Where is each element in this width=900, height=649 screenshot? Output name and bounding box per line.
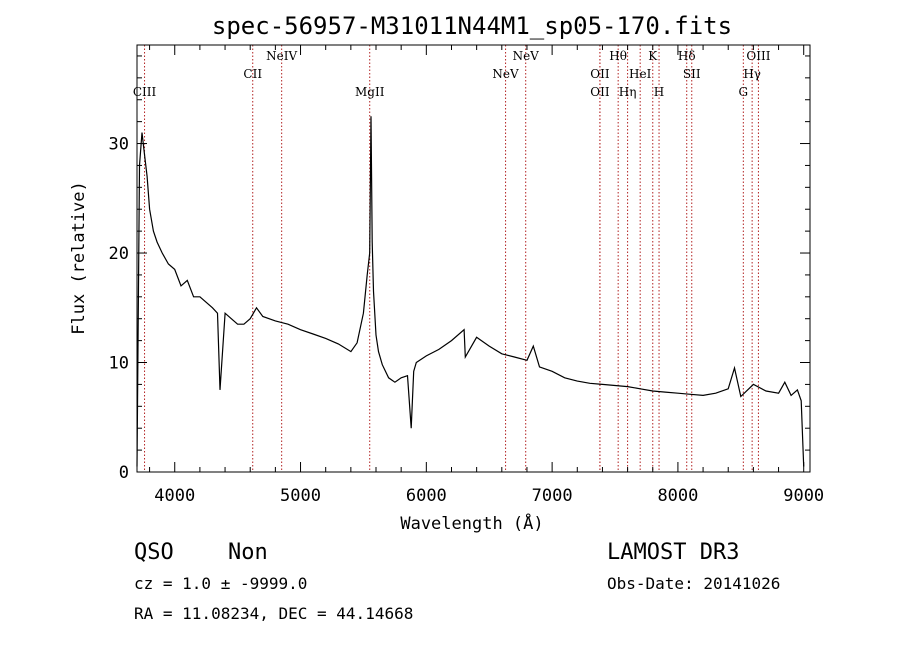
line-marker-label: OIII [746,49,770,63]
spectrum-line [136,116,805,467]
x-axis-label: Wavelength (Å) [400,512,543,534]
coords-line: RA = 11.08234, DEC = 44.14668 [134,604,413,623]
x-tick-label: 6000 [406,486,447,506]
line-marker-label: G [739,85,749,99]
line-marker-label: OII [590,85,610,99]
line-marker-label: Hθ [609,49,627,63]
y-tick-label: 0 [119,463,129,483]
line-marker-label: HeI [629,67,652,81]
line-marker-label: NeIV [266,49,297,63]
obs-date-line: Obs-Date: 20141026 [607,574,780,593]
line-marker-label: Hγ [743,67,761,81]
line-marker-label: NeV [513,49,540,63]
line-marker-label: Hη [619,85,637,99]
x-axis: 4000 5000 6000 7000 8000 9000 [149,45,824,506]
line-marker-label: K [648,49,658,63]
x-tick-label: 8000 [657,486,698,506]
line-marker-label: Hδ [678,49,696,63]
x-tick-label: 5000 [280,486,321,506]
y-axis: 0 10 20 30 [109,55,810,483]
y-tick-label: 20 [109,244,129,264]
redshift-line: cz = 1.0 ± -9999.0 [134,574,307,593]
line-marker-layer: CIIICIINeIVMgIINeVNeVOIIOIIHθHηHeIKHHδSI… [133,45,771,472]
y-tick-label: 10 [109,354,129,374]
object-class: QSO [134,540,174,565]
line-marker-label: SII [683,67,701,81]
line-marker-label: MgII [355,85,385,99]
survey-name: LAMOST DR3 [607,540,739,565]
y-axis-label: Flux (relative) [69,181,89,335]
line-marker-label: CII [243,67,262,81]
x-tick-label: 7000 [532,486,573,506]
line-marker-label: H [654,85,664,99]
line-marker-label: NeV [492,67,519,81]
chart-title: spec-56957-M31011N44M1_sp05-170.fits [212,12,732,40]
plot-frame [136,44,811,473]
object-subclass: Non [228,540,268,565]
line-marker-label: CIII [133,85,157,99]
x-tick-label: 9000 [783,486,824,506]
y-tick-label: 30 [109,135,129,155]
x-tick-label: 4000 [154,486,195,506]
